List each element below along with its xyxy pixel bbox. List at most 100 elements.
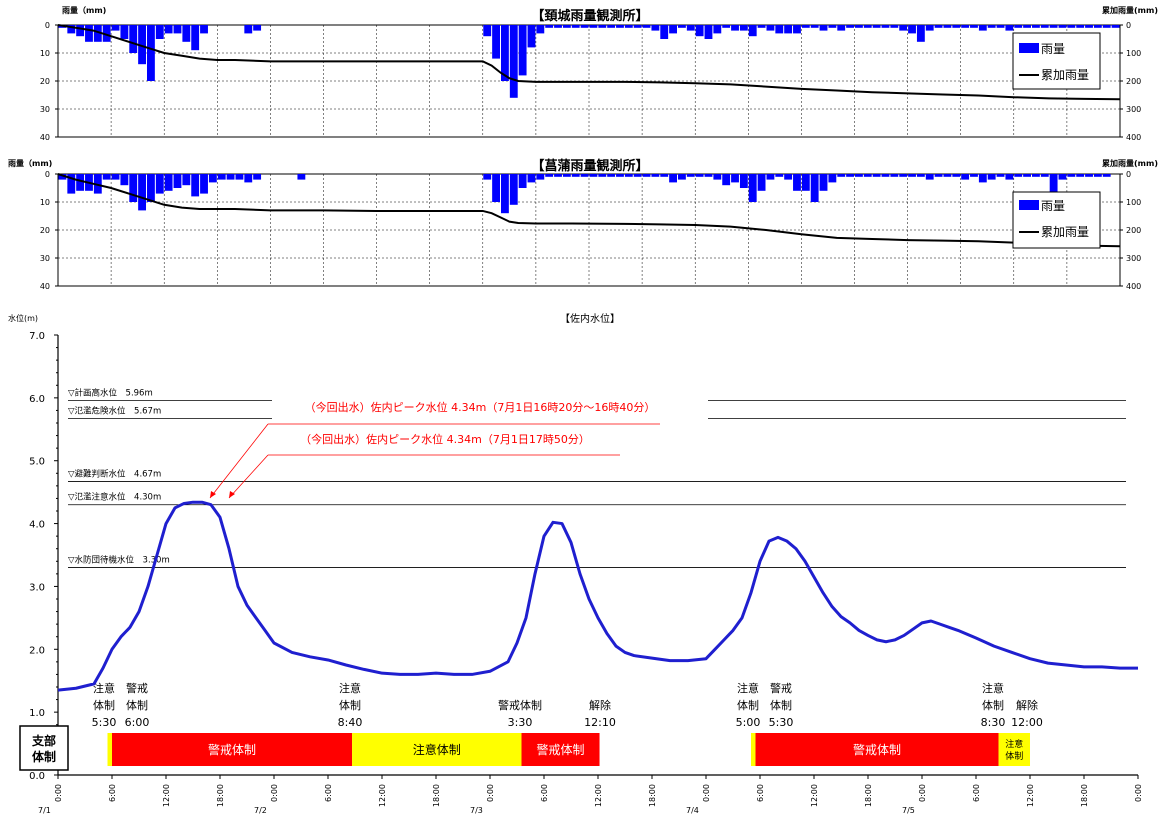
y-tick-label: 0.0	[29, 771, 45, 782]
rain-bar	[191, 25, 200, 51]
rain-bar	[164, 25, 173, 34]
threshold-label: ▽計画高水位 5.96m	[68, 387, 153, 398]
rain-bar	[1058, 174, 1067, 180]
rain-bar	[1058, 25, 1067, 28]
rain-bar	[925, 174, 934, 180]
rain-bar	[890, 25, 899, 28]
rain-bar	[722, 174, 731, 186]
rain-chart-1: 雨量（mm) 【頚城雨量観測所】 累加雨量(mm) 0 10 20 30 40 0 100…	[40, 5, 1158, 142]
rain-bar	[164, 174, 173, 191]
threshold-label: ▽氾濫危険水位 5.67m	[68, 406, 161, 417]
rain-bar	[952, 25, 961, 28]
water-level-ylabel: 水位(m)	[8, 313, 38, 323]
rain-bar	[642, 25, 651, 28]
x-tick-label: 6:00	[540, 784, 549, 802]
rain-bar	[872, 25, 881, 28]
rain-bar	[775, 25, 784, 34]
rain-bar	[1049, 25, 1058, 28]
threshold-label: ▽氾濫注意水位 4.30m	[68, 492, 161, 503]
rain-bar	[669, 174, 677, 183]
event-label-line2: 体制	[770, 698, 792, 712]
water-level-y-axis: 0.0 1.0 2.0 3.0 4.0 5.0 6.0 7.0	[29, 331, 58, 782]
rain-bar	[1023, 25, 1031, 28]
rain-bar	[589, 174, 598, 177]
x-tick-label: 12:00	[810, 784, 819, 807]
rain-bar	[182, 25, 191, 42]
rain-bar	[678, 25, 686, 28]
rain-bar	[908, 174, 916, 177]
rain-bar	[111, 174, 120, 180]
water-level-line	[57, 500, 1138, 692]
y2-tick-label: 100	[1126, 198, 1141, 207]
rain-chart-1-y-axis: 0 10 20 30 40	[40, 21, 58, 142]
rain-bar	[952, 174, 961, 177]
rain-bar	[1102, 25, 1111, 28]
y2-tick-label: 200	[1126, 226, 1141, 235]
y-tick-label: 20	[40, 77, 50, 86]
status-band-caution	[998, 733, 1030, 766]
rain-bar	[182, 174, 191, 186]
rain-bar	[704, 25, 713, 39]
rain-chart-1-ylabel: 雨量（mm)	[62, 5, 106, 15]
rain-chart-1-y2-axis: 0 100 200 300 400	[1120, 21, 1141, 142]
rain-bar	[925, 25, 934, 31]
rain-bar	[793, 25, 801, 34]
y-tick-label: 4.0	[29, 520, 45, 531]
y2-tick-label: 0	[1126, 21, 1131, 30]
event-label-line1: 注意	[982, 681, 1004, 695]
rain-bar	[226, 174, 235, 180]
rain-bar	[881, 25, 890, 28]
event-label-line2: 体制	[737, 698, 759, 712]
x-tick-label: 12:00	[1026, 784, 1035, 807]
rain-bar	[651, 25, 660, 31]
status-band-label: 注意体制	[413, 742, 461, 757]
rain-bar	[616, 174, 624, 177]
rain-chart-2-cumulative-line	[57, 173, 1121, 248]
rain-bar	[961, 174, 970, 180]
x-tick-label: 18:00	[864, 784, 873, 807]
rain-bar	[217, 174, 226, 180]
water-level-x-axis: 0:00 6:00 12:00 18:00 0:00 6:00 12:00 18:00 0:00…	[38, 775, 1143, 815]
rain-bar	[580, 174, 589, 177]
rain-bar	[863, 25, 872, 28]
rain-bar	[138, 25, 146, 65]
rain-bar	[200, 25, 208, 34]
rain-bar	[934, 25, 943, 28]
rain-bar	[961, 25, 970, 28]
water-level-thresholds: ▽計画高水位 5.96m ▽氾濫危険水位 5.67m ▽避難判断水位 4.67m ▽氾…	[68, 387, 1126, 568]
rain-bar	[739, 25, 748, 31]
rain-bar	[571, 174, 580, 177]
rain-chart-1-title: 【頚城雨量観測所】	[531, 8, 648, 24]
event-label-line2: 解除	[1016, 698, 1038, 712]
rain-bar	[76, 25, 85, 37]
status-band-caution	[107, 733, 112, 766]
rain-bar	[93, 174, 102, 194]
rain-bar	[713, 174, 722, 180]
y2-tick-label: 0	[1126, 170, 1131, 179]
rain-bar	[943, 174, 952, 177]
status-band-warning	[521, 733, 600, 766]
x-tick-label: 6:00	[756, 784, 765, 802]
rain-bar	[660, 174, 669, 177]
rain-bar	[810, 25, 819, 28]
event-time: 5:30	[92, 716, 117, 729]
y-tick-label: 40	[40, 282, 50, 291]
rain-bar	[624, 174, 633, 177]
rain-bar	[846, 174, 854, 177]
rain-bar	[518, 25, 527, 76]
rain-bar	[801, 25, 810, 28]
event-label-line2: 体制	[982, 698, 1004, 712]
event-time: 5:30	[769, 716, 794, 729]
rain-bar	[147, 174, 155, 202]
event-label-line1: 注意	[339, 681, 361, 695]
rain-bar	[501, 174, 509, 214]
rain-bar	[509, 25, 518, 98]
annotation-1-arrow	[209, 423, 269, 499]
rain-bar	[801, 174, 810, 191]
water-level-title: 【佐内水位】	[560, 312, 620, 325]
water-level-bands: 警戒体制 注意体制 警戒体制 警戒体制 注意体制	[107, 733, 1030, 766]
y-tick-label: 10	[40, 198, 50, 207]
status-band-warning	[755, 733, 999, 766]
rain-chart-1-legend: 雨量 累加雨量	[1012, 32, 1101, 90]
rain-bar	[766, 174, 775, 180]
